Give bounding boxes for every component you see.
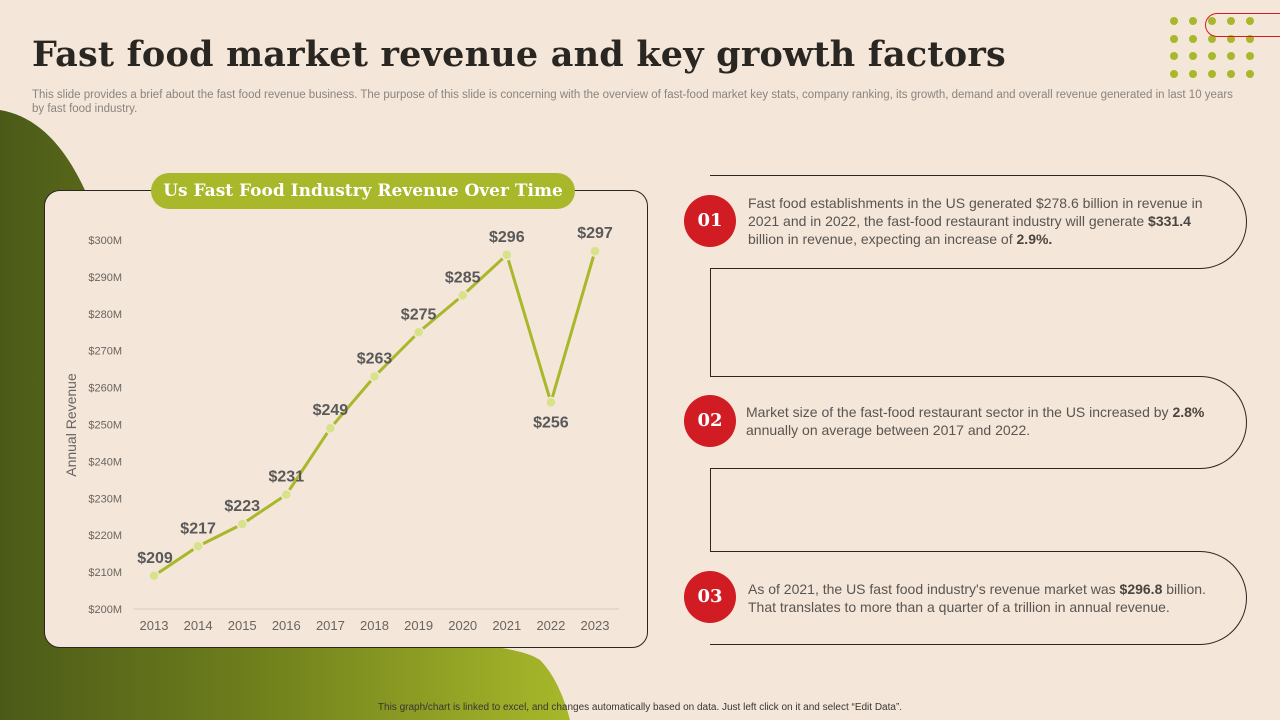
data-point-marker <box>456 289 469 302</box>
decorative-dot <box>1227 17 1235 25</box>
data-point-marker <box>148 570 160 582</box>
point-text-2: Market size of the fast-food restaurant … <box>746 403 1206 439</box>
data-label: $217 <box>180 520 216 537</box>
point-card-1: Fast food establishments in the US gener… <box>710 175 1247 269</box>
data-label: $209 <box>137 550 173 567</box>
decorative-dot <box>1189 69 1197 78</box>
point-text-fragment: Fast food establishments in the US gener… <box>748 195 1203 229</box>
point-number-badge-1: 01 <box>684 195 736 247</box>
point-text-fragment: billion. That translates to more than a … <box>748 581 1206 615</box>
point-text-fragment: 2.8% <box>1172 404 1205 420</box>
data-label: $263 <box>357 351 393 368</box>
x-tick-label: 2022 <box>536 618 565 633</box>
data-label: $297 <box>577 225 613 242</box>
chart-card <box>44 190 648 648</box>
x-tick-label: 2018 <box>360 618 389 633</box>
decorative-dot <box>1246 17 1254 25</box>
decorative-dot <box>1170 34 1178 43</box>
decorative-dot <box>1208 69 1216 78</box>
decorative-dot <box>1227 34 1235 43</box>
point-card-3: As of 2021, the US fast food industry's … <box>710 551 1247 645</box>
y-tick-label: $240M <box>88 456 122 468</box>
data-point-marker <box>280 488 293 501</box>
point-text-fragment: $296.8 <box>1119 581 1163 597</box>
y-tick-label: $210M <box>88 567 122 579</box>
data-point-marker <box>324 422 337 434</box>
decorative-dot <box>1246 34 1254 43</box>
y-tick-label: $280M <box>88 309 122 321</box>
y-tick-label: $200M <box>88 604 122 616</box>
decorative-dot <box>1189 52 1197 60</box>
x-tick-label: 2017 <box>316 618 345 633</box>
point-text-fragment: $331.4 <box>1148 213 1191 229</box>
point-card-2: Market size of the fast-food restaurant … <box>710 376 1247 469</box>
y-tick-label: $220M <box>88 530 122 542</box>
decorative-dot <box>1189 17 1197 25</box>
x-tick-label: 2019 <box>404 618 433 633</box>
data-label: $285 <box>445 269 481 286</box>
page-subtitle: This slide provides a brief about the fa… <box>32 89 1233 115</box>
x-tick-label: 2021 <box>492 618 521 633</box>
footer-note: This graph/chart is linked to excel, and… <box>377 702 903 713</box>
y-tick-label: $270M <box>88 346 122 358</box>
decorative-dot <box>1227 52 1235 60</box>
decorative-dot <box>1246 69 1254 78</box>
data-label: $231 <box>269 469 305 486</box>
data-point-marker <box>368 370 381 383</box>
data-point-marker <box>192 540 204 553</box>
data-point-marker <box>236 518 248 530</box>
point-text-fragment: annually on average between 2017 and 202… <box>746 422 1031 438</box>
x-tick-label: 2013 <box>140 618 169 633</box>
data-label: $256 <box>533 414 569 431</box>
decorative-dot <box>1170 69 1178 78</box>
decorative-dot <box>1208 52 1216 60</box>
point-text-fragment: Market size of the fast-food restaurant … <box>746 404 1173 420</box>
x-tick-label: 2015 <box>228 618 257 633</box>
data-label: $275 <box>401 306 437 323</box>
decorative-dot <box>1246 52 1254 60</box>
point-number-badge-3: 03 <box>684 571 736 623</box>
y-tick-label: $250M <box>88 420 122 432</box>
data-point-marker <box>501 249 513 261</box>
data-label: $296 <box>489 229 525 246</box>
y-axis-label: Annual Revenue <box>63 373 79 477</box>
y-tick-label: $230M <box>88 493 122 505</box>
x-tick-label: 2016 <box>272 618 301 633</box>
point-number-badge-2: 02 <box>684 395 736 447</box>
point-text-fragment: 2.9%. <box>1016 231 1053 247</box>
data-point-marker <box>412 326 425 338</box>
revenue-line-chart[interactable]: $200M $210M $220M $230M $240M $250M $260M $270M… <box>44 190 646 646</box>
y-tick-label: $300M <box>88 235 122 247</box>
decorative-dot <box>1189 34 1197 43</box>
decorative-dot <box>1208 34 1216 43</box>
point-text-1: Fast food establishments in the US gener… <box>748 194 1228 248</box>
y-tick-label: $290M <box>88 272 122 284</box>
page-title: Fast food market revenue and key growth … <box>32 34 1006 75</box>
decorative-dot <box>1170 17 1178 25</box>
point-text-fragment: As of 2021, the US fast food industry's … <box>748 581 1120 597</box>
decorative-red-arc <box>1205 13 1280 37</box>
point-text-3: As of 2021, the US fast food industry's … <box>748 580 1228 616</box>
chart-title: Us Fast Food Industry Revenue Over Time <box>151 173 575 209</box>
x-tick-label: 2020 <box>448 618 477 633</box>
data-point-marker <box>589 245 601 257</box>
x-tick-label: 2023 <box>581 618 610 633</box>
series-line <box>153 250 597 578</box>
decorative-dot <box>1227 69 1235 78</box>
y-tick-label: $260M <box>88 383 122 395</box>
data-point-marker <box>545 396 557 409</box>
point-text-fragment: billion in revenue, expecting an increas… <box>748 231 1017 247</box>
data-label: $249 <box>313 402 349 419</box>
x-tick-label: 2014 <box>184 618 213 633</box>
decorative-dot <box>1170 52 1178 60</box>
data-label: $223 <box>224 498 260 515</box>
